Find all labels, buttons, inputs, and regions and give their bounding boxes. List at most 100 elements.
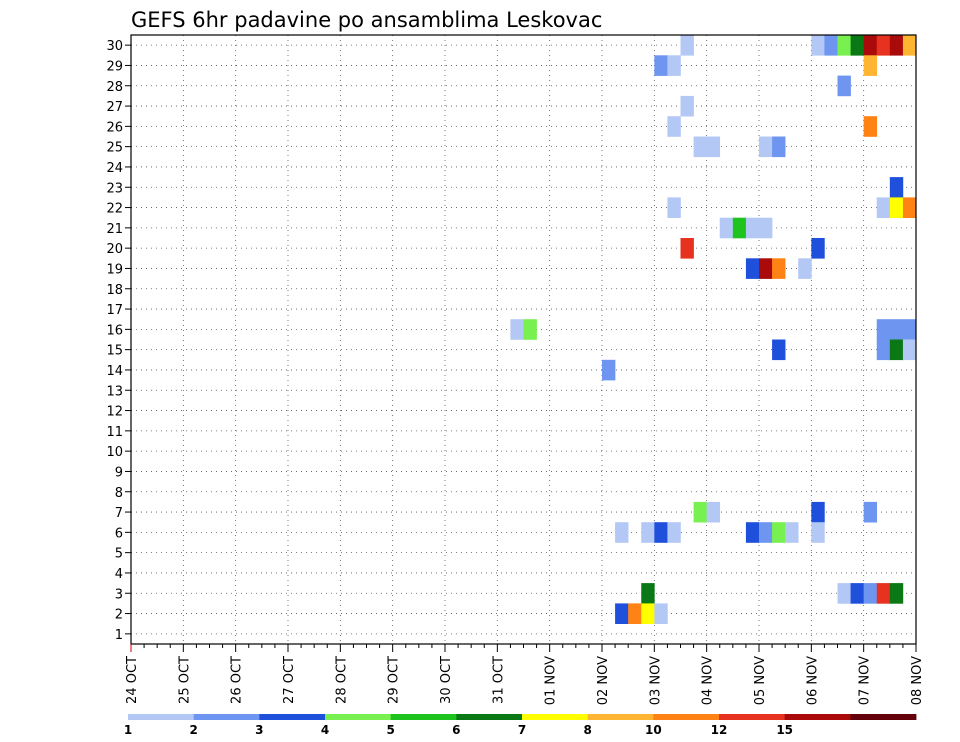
heatmap-cell: [667, 197, 681, 218]
heatmap-cell: [772, 522, 786, 543]
heatmap-cell: [706, 136, 721, 158]
x-axis: 24 OCT 25 OCT 26 OCT 27 OCT 28 OCT 29 OCT 30 O…: [125, 644, 925, 705]
heatmap-cell: [863, 116, 878, 137]
x-tick-label: 30 OCT: [439, 656, 454, 704]
legend-swatch: [719, 714, 786, 720]
heatmap-cell: [876, 197, 891, 218]
legend-swatch: [587, 714, 654, 720]
heatmap-cell: [811, 35, 825, 56]
y-tick-label: 17: [106, 303, 123, 318]
y-tick-label: 14: [106, 364, 123, 379]
x-tick-label: 28 OCT: [334, 656, 349, 704]
legend-label: 3: [255, 723, 263, 737]
legend-label: 12: [711, 723, 728, 737]
heatmap-cell: [811, 522, 825, 543]
legend-swatch: [325, 714, 392, 720]
heatmap-cell: [902, 319, 917, 340]
legend-swatch: [522, 714, 589, 720]
heatmap-cell: [837, 35, 851, 56]
y-tick-label: 3: [115, 587, 123, 602]
legend-swatch: [193, 714, 260, 720]
y-tick-label: 6: [115, 526, 123, 541]
legend-swatch: [653, 714, 720, 720]
heatmap-cell: [876, 583, 891, 604]
heatmap-cell: [510, 319, 524, 340]
heatmap-cell: [759, 136, 773, 158]
heatmap-cell: [732, 217, 747, 239]
heatmap-cell: [680, 35, 694, 56]
chart-title: GEFS 6hr padavine po ansamblima Leskovac: [131, 8, 602, 32]
legend-label: 2: [189, 723, 197, 737]
heatmap-cell: [889, 177, 904, 198]
heatmap-cell: [889, 35, 904, 56]
x-tick-label: 24 OCT: [125, 656, 140, 704]
data-cells: [510, 35, 917, 624]
heatmap-cell: [680, 95, 694, 117]
legend-label: 6: [452, 723, 460, 737]
heatmap-cell: [615, 522, 629, 543]
x-tick-label: 04 NOV: [701, 656, 716, 705]
legend-swatch: [784, 714, 851, 720]
heatmap-cell: [693, 136, 707, 158]
y-tick-label: 20: [106, 242, 123, 257]
heatmap-cell: [615, 603, 629, 624]
y-tick-label: 25: [106, 141, 123, 156]
y-tick-label: 30: [106, 39, 123, 54]
y-tick-label: 28: [106, 80, 123, 95]
heatmap-cell: [759, 258, 773, 279]
heatmap-cell: [889, 583, 904, 604]
heatmap-cell: [654, 55, 668, 76]
heatmap-cell: [889, 339, 904, 361]
heatmap-cell: [824, 35, 838, 56]
y-tick-label: 24: [106, 161, 123, 176]
heatmap-cell: [772, 136, 786, 158]
heatmap-cell: [811, 501, 825, 523]
heatmap-cell: [641, 603, 655, 624]
heatmap-cell: [602, 359, 616, 381]
x-tick-label: 05 NOV: [753, 656, 768, 705]
heatmap-cell: [772, 339, 786, 361]
y-tick-label: 21: [106, 222, 123, 237]
heatmap-cell: [654, 603, 668, 624]
legend-swatch: [259, 714, 326, 720]
heatmap-cell: [811, 238, 825, 259]
y-tick-label: 5: [115, 547, 123, 562]
heatmap-cell: [798, 258, 812, 279]
y-tick-label: 11: [106, 425, 123, 440]
legend-swatch: [456, 714, 523, 720]
x-tick-label: 25 OCT: [177, 656, 192, 704]
legend-label: 8: [583, 723, 591, 737]
x-tick-label: 26 OCT: [230, 656, 245, 704]
legend-swatch: [128, 714, 195, 720]
y-tick-label: 12: [106, 405, 123, 420]
heatmap-cell: [641, 583, 655, 604]
y-tick-label: 19: [106, 262, 123, 277]
y-tick-label: 27: [106, 100, 123, 115]
y-tick-label: 1: [115, 628, 123, 643]
legend-label: 10: [645, 723, 662, 737]
y-tick-label: 4: [115, 567, 123, 582]
legend-swatch: [390, 714, 457, 720]
legend-label: 5: [386, 723, 394, 737]
legend-label: 7: [518, 723, 526, 737]
x-tick-label: 07 NOV: [858, 656, 873, 705]
heatmap-cell: [863, 35, 878, 56]
heatmap-cell: [759, 522, 773, 543]
heatmap-cell: [876, 339, 891, 361]
heatmap-cell: [745, 217, 760, 239]
heatmap-cell: [785, 522, 799, 543]
heatmap-cell: [667, 522, 681, 543]
heatmap-cell: [863, 583, 878, 604]
heatmap-cell: [772, 258, 786, 279]
heatmap-cell: [706, 501, 721, 523]
heatmap-cell: [902, 197, 917, 218]
color-legend: 1 2 3 4 5 6 7 8 10 12 15: [124, 714, 917, 737]
y-tick-label: 23: [106, 181, 123, 196]
heatmap-cell: [889, 197, 904, 218]
heatmap-cell: [654, 522, 668, 543]
y-tick-label: 29: [106, 59, 123, 74]
heatmap-cell: [680, 238, 694, 259]
y-tick-label: 22: [106, 202, 123, 217]
y-tick-label: 16: [106, 323, 123, 338]
legend-label: 1: [124, 723, 132, 737]
